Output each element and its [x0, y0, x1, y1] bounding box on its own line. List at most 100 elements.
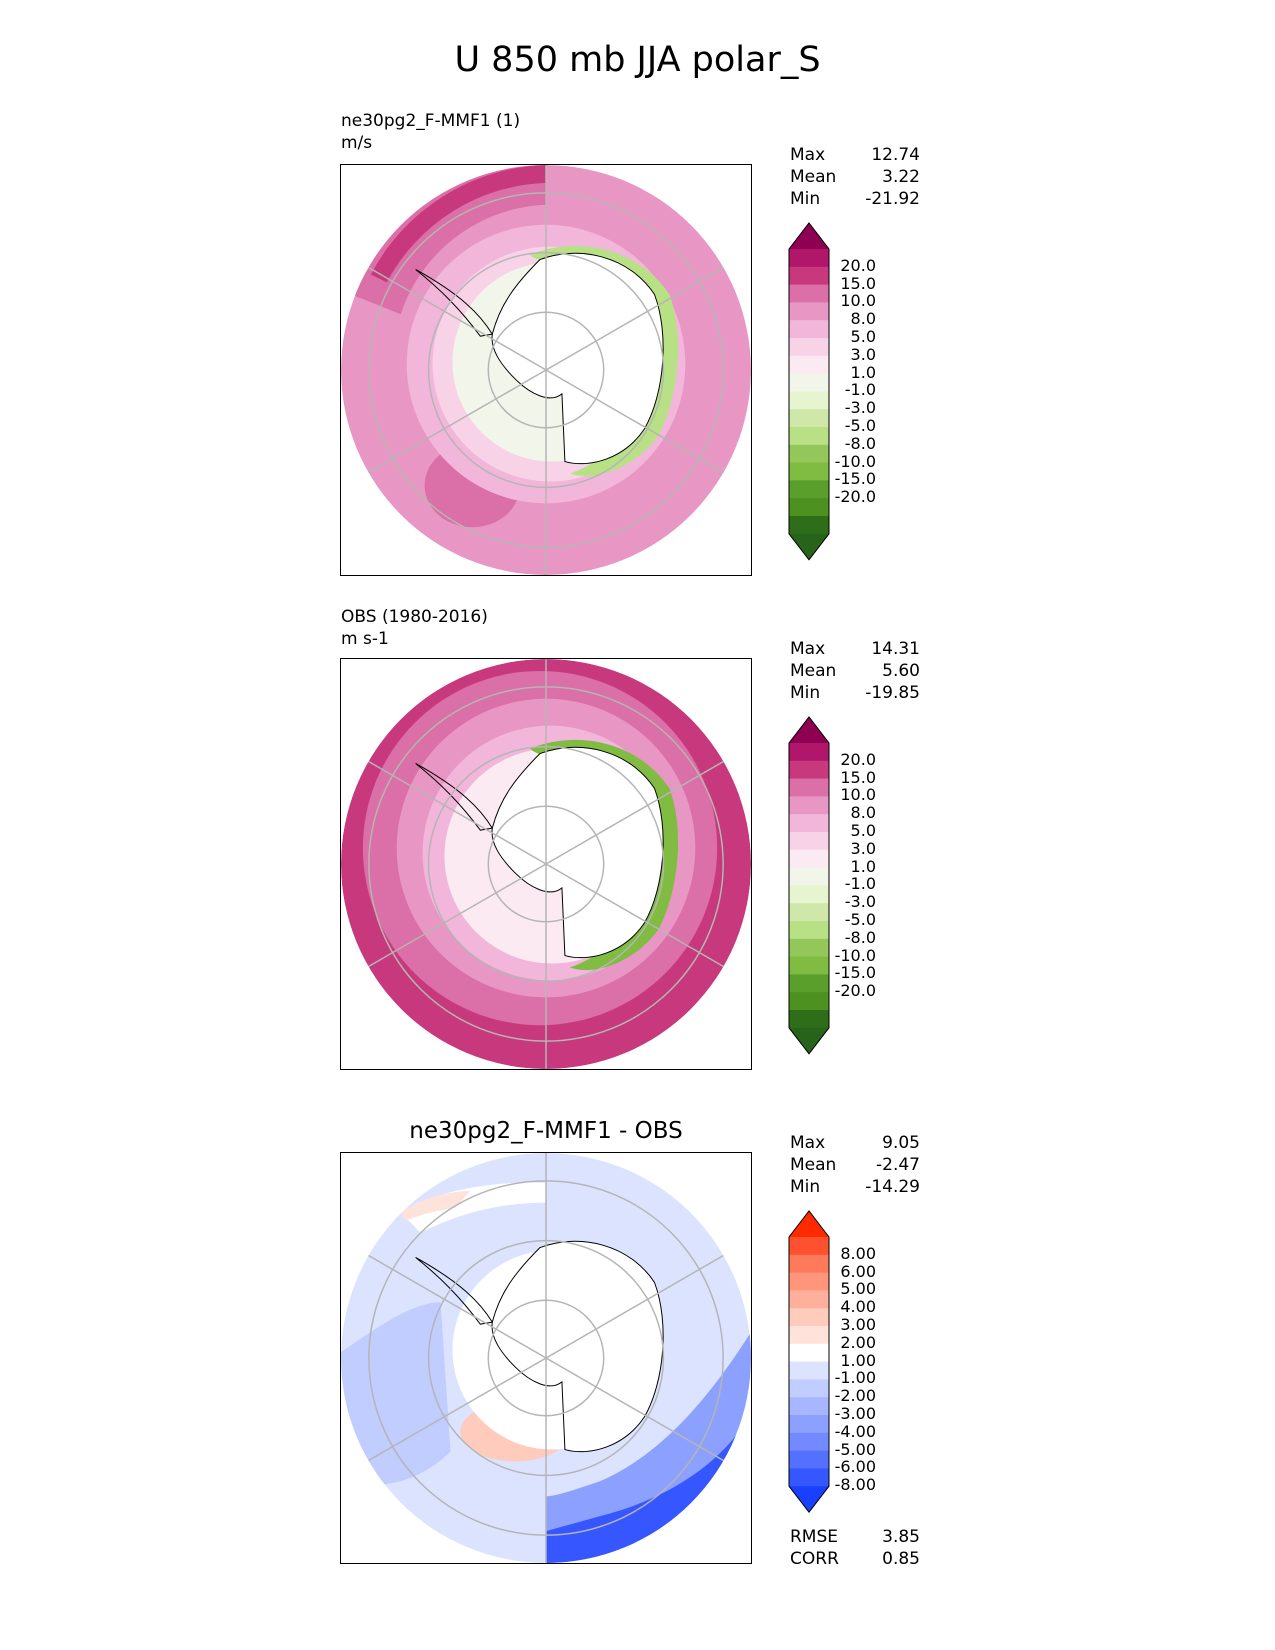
- test-jet-band-west: [350, 165, 546, 315]
- ref-colorbar-tick-label: 20.0: [840, 749, 876, 769]
- test-map-svg: [341, 165, 751, 575]
- test-max-value: 12.74: [871, 145, 920, 165]
- test-colorbar-max-extension: [789, 223, 829, 249]
- diff-colorbar-tick-label: -6.00: [834, 1457, 876, 1477]
- test-colorbar-swatch: [789, 338, 829, 357]
- test-colorbar-swatch: [789, 284, 829, 303]
- ref-colorbar-tick-label: -20.0: [834, 981, 876, 1001]
- ref-colorbar-swatch: [789, 743, 829, 762]
- diff-antarctica: [492, 1241, 664, 1452]
- diff-colorbar-tick-label: -4.00: [834, 1421, 876, 1441]
- diff-colorbar-tick-labels: 8.00 6.00 5.00 4.00 3.00 2.00 1.00 -1.00 -2.00 -3…: [830, 1245, 876, 1494]
- test-colorbar-tick-label: 20.0: [840, 255, 876, 275]
- ref-colorbar-swatch: [789, 992, 829, 1011]
- ref-colorbar-tick-label: 1.0: [850, 856, 876, 876]
- ref-colorbar-swatch: [789, 760, 829, 780]
- ref-stats: Max 14.31 Mean 5.60 Min -19.85: [790, 638, 920, 704]
- diff-min-value: -14.29: [865, 1177, 920, 1197]
- test-colorbar-swatch: [789, 498, 829, 517]
- test-colorbar-tick-label: -5.0: [844, 416, 876, 436]
- test-colorbar-svg: [788, 222, 830, 561]
- ref-colorbar-swatch: [789, 885, 829, 904]
- test-colorbar-tick-label: -20.0: [834, 487, 876, 507]
- test-colorbar-swatch: [789, 516, 829, 535]
- diff-colorbar-tick-label: -8.00: [834, 1475, 876, 1495]
- ref-colorbar-svg: [788, 716, 830, 1055]
- diff-colorbar-tick-label: -5.00: [834, 1439, 876, 1459]
- diff-colorbar-swatch: [789, 1237, 829, 1256]
- diff-colorbar-svg: [788, 1210, 830, 1514]
- ref-colorbar-tick-label: 5.0: [850, 821, 876, 841]
- ref-colorbar-tick-labels: 20.0 15.0 10.0 8.0 5.0 3.0 1.0 -1.0 -3.0 -5.0 -8.0…: [830, 751, 876, 1000]
- test-colorbar-swatch: [789, 373, 829, 392]
- diff-colorbar-outline: [788, 1210, 830, 1514]
- diff-mean-label: Mean: [790, 1155, 837, 1175]
- test-panel-label: ne30pg2_F-MMF1 (1) m/s: [341, 110, 520, 154]
- ref-min-label: Min: [790, 683, 821, 703]
- diff-colorbar-tick-label: -3.00: [834, 1404, 876, 1424]
- diff-negative-core: [546, 1431, 740, 1563]
- diff-colorbar-swatch: [789, 1326, 829, 1345]
- corr-value: 0.85: [882, 1549, 920, 1569]
- ref-mean-value: 5.60: [882, 661, 920, 681]
- ref-colorbar-swatch: [789, 778, 829, 797]
- ref-max-label: Max: [790, 639, 826, 659]
- ref-max-value: 14.31: [871, 639, 920, 659]
- ref-colorbar-swatch: [789, 903, 829, 922]
- diff-colorbar-tick-label: 2.00: [840, 1332, 876, 1352]
- test-colorbar-tick-label: 1.0: [850, 362, 876, 382]
- diff-metrics: RMSE 3.85 CORR 0.85: [790, 1526, 920, 1570]
- test-colorbar-swatch: [789, 249, 829, 268]
- ref-colorbar-swatch: [789, 921, 829, 940]
- ref-colorbar-max-extension: [789, 717, 829, 743]
- ref-colorbar-tick-label: -10.0: [834, 945, 876, 965]
- ref-polar-map: [340, 658, 752, 1070]
- test-colorbar-swatch: [789, 462, 829, 481]
- ref-colorbar-tick-label: 15.0: [840, 767, 876, 787]
- diff-colorbar-tick-label: 8.00: [840, 1243, 876, 1263]
- ref-panel-label: OBS (1980-2016) m s-1: [341, 606, 488, 650]
- test-colorbar-swatch: [789, 444, 829, 464]
- figure-title: U 850 mb JJA polar_S: [454, 40, 821, 80]
- test-colorbar-tick-label: 8.0: [850, 309, 876, 329]
- diff-colorbar-tick-label: 4.00: [840, 1297, 876, 1317]
- diff-colorbar-swatch: [789, 1432, 829, 1452]
- diff-mean-value: -2.47: [876, 1155, 920, 1175]
- ref-colorbar-swatch: [789, 1010, 829, 1029]
- rmse-value: 3.85: [882, 1527, 920, 1547]
- ref-colorbar-swatch: [789, 867, 829, 886]
- ref-map-svg: [341, 659, 751, 1069]
- diff-polar-map: [340, 1152, 752, 1564]
- ref-colorbar-tick-label: -1.0: [844, 874, 876, 894]
- ref-colorbar-swatch: [789, 956, 829, 975]
- diff-colorbar-tick-label: -2.00: [834, 1386, 876, 1406]
- diff-title: ne30pg2_F-MMF1 - OBS: [409, 1118, 683, 1144]
- diff-colorbar-swatch: [789, 1254, 829, 1274]
- test-colorbar-tick-label: -15.0: [834, 469, 876, 489]
- diff-negative-band: [546, 1332, 751, 1563]
- test-colorbar-tick-labels: 20.0 15.0 10.0 8.0 5.0 3.0 1.0 -1.0 -3.0 -5.0 -8.0…: [830, 257, 876, 506]
- diff-north-neutral: [400, 1182, 546, 1233]
- test-units: m/s: [341, 133, 373, 153]
- corr-label: CORR: [790, 1549, 839, 1569]
- test-colorbar-swatch: [789, 355, 829, 375]
- diff-colorbar-swatch: [789, 1468, 829, 1487]
- diff-peninsula: [415, 1257, 494, 1325]
- test-colorbar-tick-label: 10.0: [840, 291, 876, 311]
- ref-units: m s-1: [341, 629, 389, 649]
- ref-min-value: -19.85: [865, 683, 920, 703]
- test-colorbar-tick-label: 15.0: [840, 273, 876, 293]
- test-colorbar: 20.0 15.0 10.0 8.0 5.0 3.0 1.0 -1.0 -3.0 -5.0 -8.0…: [788, 222, 876, 565]
- diff-north-positive: [400, 1190, 471, 1221]
- ref-colorbar-tick-label: 8.0: [850, 803, 876, 823]
- ref-colorbar-swatch: [789, 974, 829, 993]
- test-peninsula: [415, 269, 494, 337]
- ref-colorbar-swatch: [789, 849, 829, 869]
- diff-west-negative: [341, 1302, 451, 1486]
- test-colorbar-swatch: [789, 391, 829, 410]
- test-case-name: ne30pg2_F-MMF1 (1): [341, 111, 521, 131]
- ref-peninsula: [415, 763, 494, 831]
- ref-colorbar-min-extension: [789, 1027, 829, 1054]
- diff-stats: Max 9.05 Mean -2.47 Min -14.29: [790, 1132, 920, 1198]
- diff-graticule: [341, 1153, 751, 1563]
